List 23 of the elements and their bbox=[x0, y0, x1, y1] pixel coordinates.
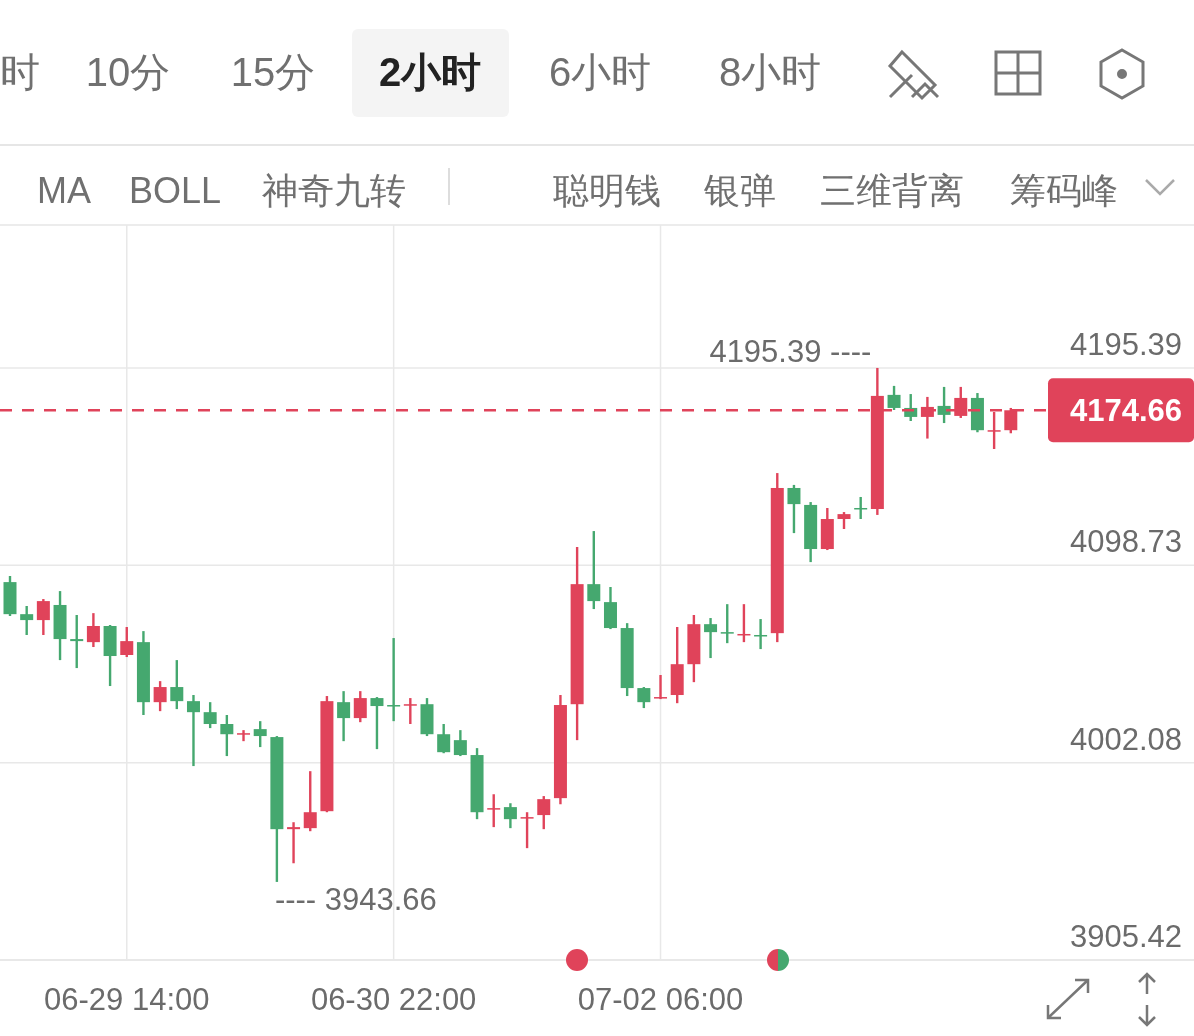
ref-line-label: 4174.66 bbox=[1069, 393, 1182, 429]
text: 三维背离 bbox=[820, 170, 964, 211]
text: 6小时 bbox=[548, 50, 652, 94]
x-tick-label: 06-30 22:00 bbox=[310, 982, 477, 1017]
text: 筹码峰 bbox=[1010, 170, 1118, 211]
y-tick-label: 3905.42 bbox=[1069, 919, 1182, 954]
text: BOLL bbox=[128, 170, 222, 211]
x-tick-label: 06-29 14:00 bbox=[44, 982, 210, 1017]
y-tick-label: 4002.08 bbox=[1069, 721, 1182, 757]
text: 15分 bbox=[230, 50, 316, 94]
text: 神奇九转 bbox=[262, 170, 406, 211]
text: 10分 bbox=[85, 50, 171, 94]
text: 银弹 bbox=[703, 170, 776, 211]
text: 8小时 bbox=[718, 50, 822, 94]
y-tick-label: 4098.73 bbox=[1069, 524, 1182, 560]
annotation: ---- 3943.66 bbox=[274, 881, 437, 917]
x-tick-label: 07-02 06:00 bbox=[577, 982, 744, 1017]
y-tick-label: 4195.39 bbox=[1069, 326, 1182, 362]
annotation: 4195.39 ---- bbox=[709, 333, 872, 369]
text: 2小时 bbox=[378, 50, 482, 94]
text: 时 bbox=[0, 50, 40, 94]
text: 聪明钱 bbox=[553, 170, 661, 211]
text: MA bbox=[37, 170, 91, 211]
